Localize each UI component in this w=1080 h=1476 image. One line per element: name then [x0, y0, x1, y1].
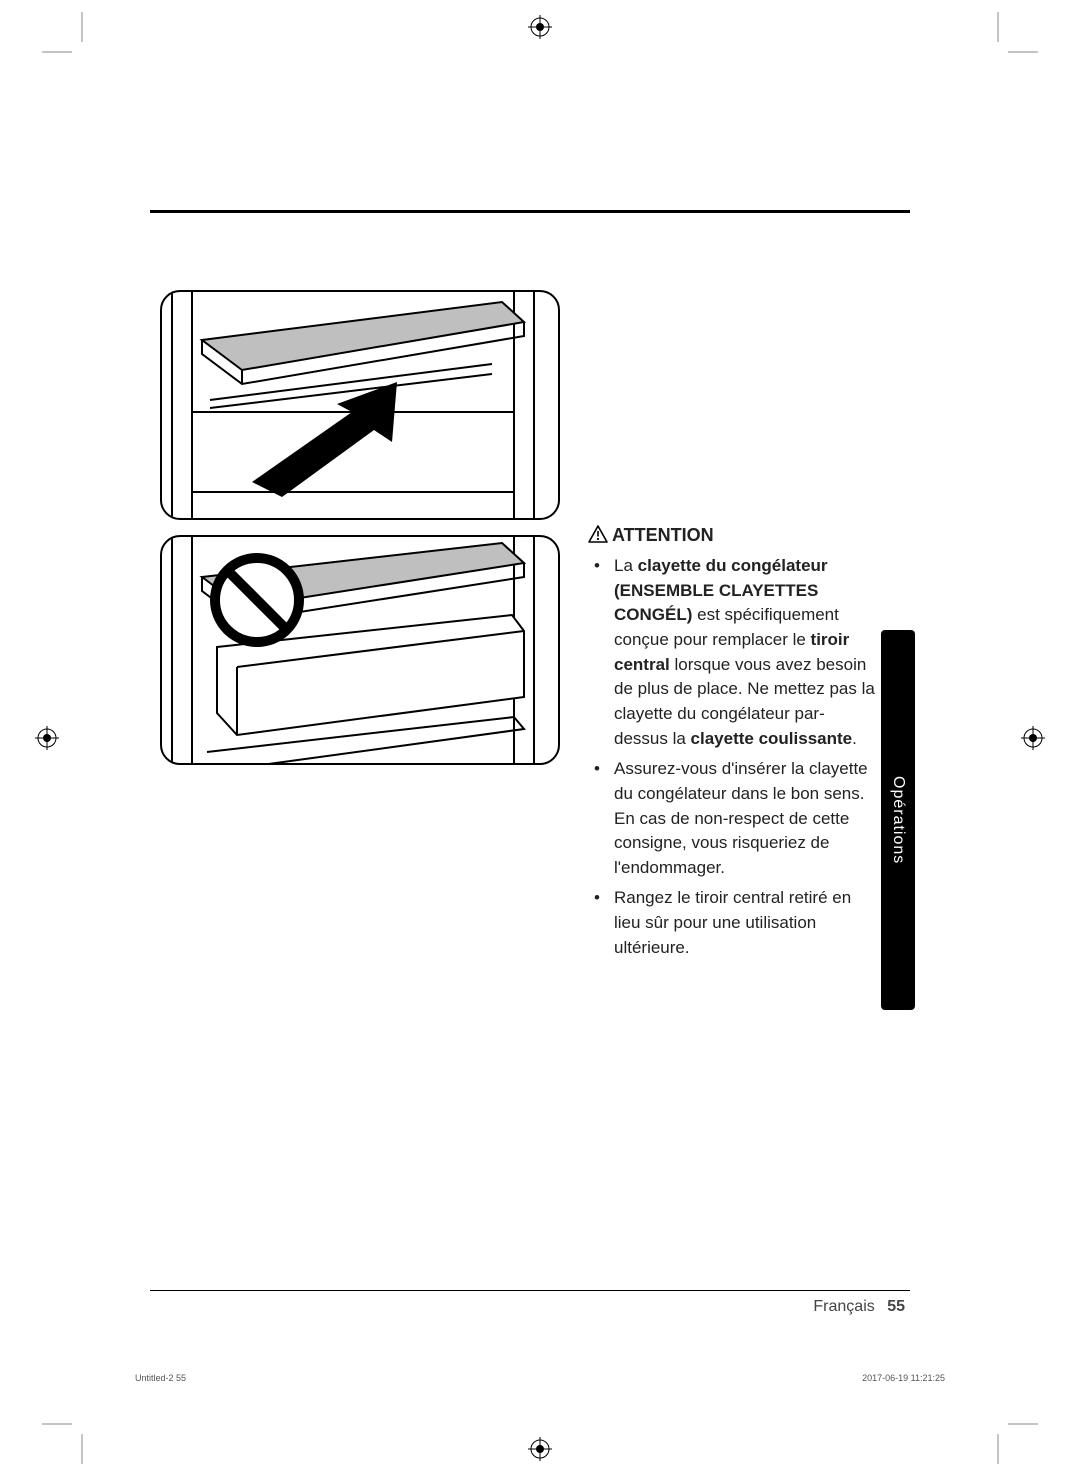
crop-mark-bl	[42, 1404, 102, 1464]
attention-item: Rangez le tiroir central retiré en lieu …	[588, 886, 875, 960]
section-tab-label: Opérations	[889, 776, 907, 864]
page-frame: ATTENTION La clayette du congélateur (EN…	[60, 30, 1020, 1446]
footer-language: Français	[813, 1298, 874, 1315]
attention-item: La clayette du congélateur (ENSEMBLE CLA…	[588, 554, 875, 751]
footer-rule	[150, 1290, 910, 1291]
arrow-icon	[252, 382, 397, 497]
attention-item: Assurez-vous d'insérer la clayette du co…	[588, 757, 875, 880]
crop-mark-tr	[978, 12, 1038, 72]
print-timestamp: 2017-06-19 11:21:25	[862, 1373, 945, 1383]
registration-bottom	[528, 1437, 552, 1461]
illustration-do-not-place	[160, 535, 560, 765]
prohibition-icon	[215, 558, 299, 642]
header-rule	[150, 210, 910, 213]
registration-right	[1021, 726, 1045, 750]
footer-page-number: 55	[887, 1298, 905, 1315]
warning-icon	[588, 525, 608, 543]
attention-heading: ATTENTION	[588, 522, 875, 548]
crop-mark-tl	[42, 12, 102, 72]
page-footer: Français 55	[813, 1298, 905, 1316]
registration-left	[35, 726, 59, 750]
attention-heading-text: ATTENTION	[612, 525, 714, 545]
section-tab: Opérations	[881, 630, 915, 1010]
attention-list: La clayette du congélateur (ENSEMBLE CLA…	[588, 554, 875, 960]
print-file-info: Untitled-2 55	[135, 1373, 186, 1383]
attention-block: ATTENTION La clayette du congélateur (EN…	[588, 522, 875, 966]
registration-top	[528, 15, 552, 39]
illustration-insert-shelf	[160, 290, 560, 520]
crop-mark-br	[978, 1404, 1038, 1464]
